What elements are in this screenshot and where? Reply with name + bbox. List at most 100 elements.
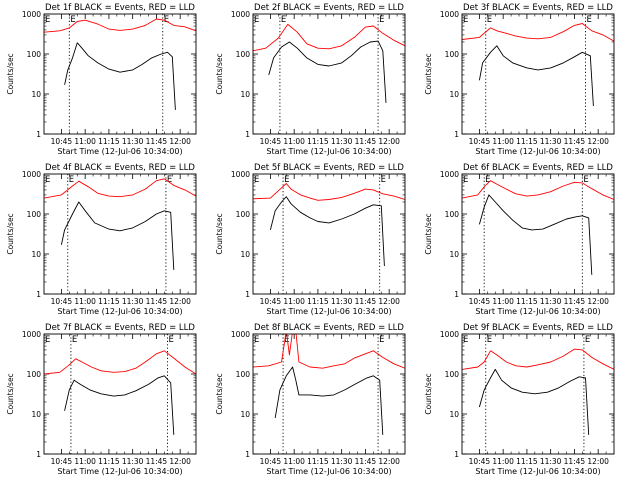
y-axis-label: Counts/sec [424,373,433,414]
x-tick-label: 11:00 [283,297,305,306]
event-marker-label: E [72,335,77,345]
x-tick-label: 12:00 [378,137,400,146]
x-tick-label: 11:00 [74,137,96,146]
detector-panel-9: Det 9f BLACK = Events, RED = LLD Counts/s… [424,323,615,476]
y-tick-label: 1000 [440,330,459,339]
plot-frame [43,333,197,455]
series-group [44,178,196,270]
event-marker-label: E [381,175,386,185]
x-tick-label: 11:30 [122,457,144,466]
x-tick-label: 12:00 [169,457,191,466]
x-tick-label: 11:30 [331,457,353,466]
events-series-line [478,368,590,435]
x-tick-label: 11:45 [146,137,168,146]
event-marker-label: E [70,15,75,25]
x-tick-label: 11:30 [540,137,562,146]
panel-title: Det 7f BLACK = Events, RED = LLD [45,323,195,333]
events-series-line [268,40,387,103]
lld-series-line [462,180,614,200]
y-tick-label: 1000 [231,170,250,179]
y-tick-label: 1 [454,130,459,139]
x-tick-label: 12:00 [169,297,191,306]
events-series-line [269,196,385,267]
x-tick-label: 11:45 [564,137,586,146]
x-tick-label: 12:00 [378,297,400,306]
detector-panel-1: Det 1f BLACK = Events, RED = LLD Counts/s… [6,3,197,156]
event-marker-corner: E [254,15,259,25]
event-marker-corner: E [45,335,50,345]
y-axis-label: Counts/sec [6,373,15,414]
detector-panel-8: Det 8f BLACK = Events, RED = LLD Counts/s… [215,323,406,476]
x-tick-label: 10:45 [469,457,491,466]
x-tick-label: 11:30 [331,137,353,146]
x-tick-label: 11:15 [516,297,538,306]
x-tick-label: 10:45 [260,457,282,466]
y-tick-label: 1000 [440,170,459,179]
x-tick-label: 11:45 [146,297,168,306]
event-marker-corner: E [45,175,50,185]
events-series-line [478,45,594,107]
plot-frame [43,173,197,295]
event-marker-corner: E [45,15,50,25]
detector-panel-5: Det 5f BLACK = Events, RED = LLD Counts/s… [215,163,406,316]
x-tick-label: 11:30 [122,297,144,306]
panel-title: Det 3f BLACK = Events, RED = LLD [463,3,613,13]
y-tick-label: 1 [245,130,250,139]
event-marker-label: E [164,15,169,25]
x-tick-label: 11:00 [74,297,96,306]
y-tick-label: 100 [236,370,251,379]
y-tick-label: 10 [31,90,41,99]
y-tick-label: 1 [245,450,250,459]
event-marker-label: E [583,175,588,185]
x-axis-label: Start Time (12-Jul-06 10:34:00) [475,307,600,316]
x-tick-label: 10:45 [469,137,491,146]
y-tick-label: 10 [240,90,250,99]
y-tick-label: 100 [445,370,460,379]
x-tick-label: 11:45 [355,297,377,306]
y-tick-label: 100 [27,210,42,219]
events-series-line [274,366,384,435]
y-tick-label: 1 [36,290,41,299]
x-tick-label: 10:45 [51,297,73,306]
x-tick-label: 11:15 [307,457,329,466]
y-axis-label: Counts/sec [215,213,224,254]
event-marker-label: E [379,15,384,25]
x-tick-label: 11:15 [98,457,120,466]
x-tick-label: 11:30 [540,297,562,306]
x-axis-label: Start Time (12-Jul-06 10:34:00) [57,307,182,316]
y-tick-label: 10 [449,250,459,259]
lld-series-line [44,18,196,33]
panel-title: Det 9f BLACK = Events, RED = LLD [463,323,613,333]
plot-frame [252,333,406,455]
event-marker-label: E [585,335,590,345]
events-series-line [478,194,593,275]
events-series-line [64,42,176,110]
y-tick-label: 1000 [22,10,41,19]
series-group [462,348,614,435]
detector-panel-3: Det 3f BLACK = Events, RED = LLD Counts/s… [424,3,615,156]
x-tick-label: 11:45 [564,297,586,306]
series-group [253,183,405,267]
x-tick-label: 10:45 [469,297,491,306]
series-group [44,18,196,110]
y-tick-label: 1000 [231,10,250,19]
series-group [462,180,614,275]
panel-title: Det 6f BLACK = Events, RED = LLD [463,163,613,173]
lld-series-line [44,178,196,199]
y-tick-label: 1 [36,450,41,459]
x-tick-label: 11:45 [146,457,168,466]
y-tick-label: 1000 [22,330,41,339]
event-marker-label: E [587,15,592,25]
event-marker-label: E [169,335,174,345]
series-group [253,334,405,435]
x-tick-label: 11:00 [74,457,96,466]
y-tick-label: 10 [31,410,41,419]
event-marker-label: E [281,15,286,25]
x-tick-label: 11:45 [355,137,377,146]
y-tick-label: 1 [36,130,41,139]
x-tick-label: 11:30 [331,297,353,306]
y-tick-label: 100 [27,50,42,59]
lld-series-line [462,348,614,370]
x-tick-label: 11:15 [98,137,120,146]
event-marker-corner: E [254,175,259,185]
